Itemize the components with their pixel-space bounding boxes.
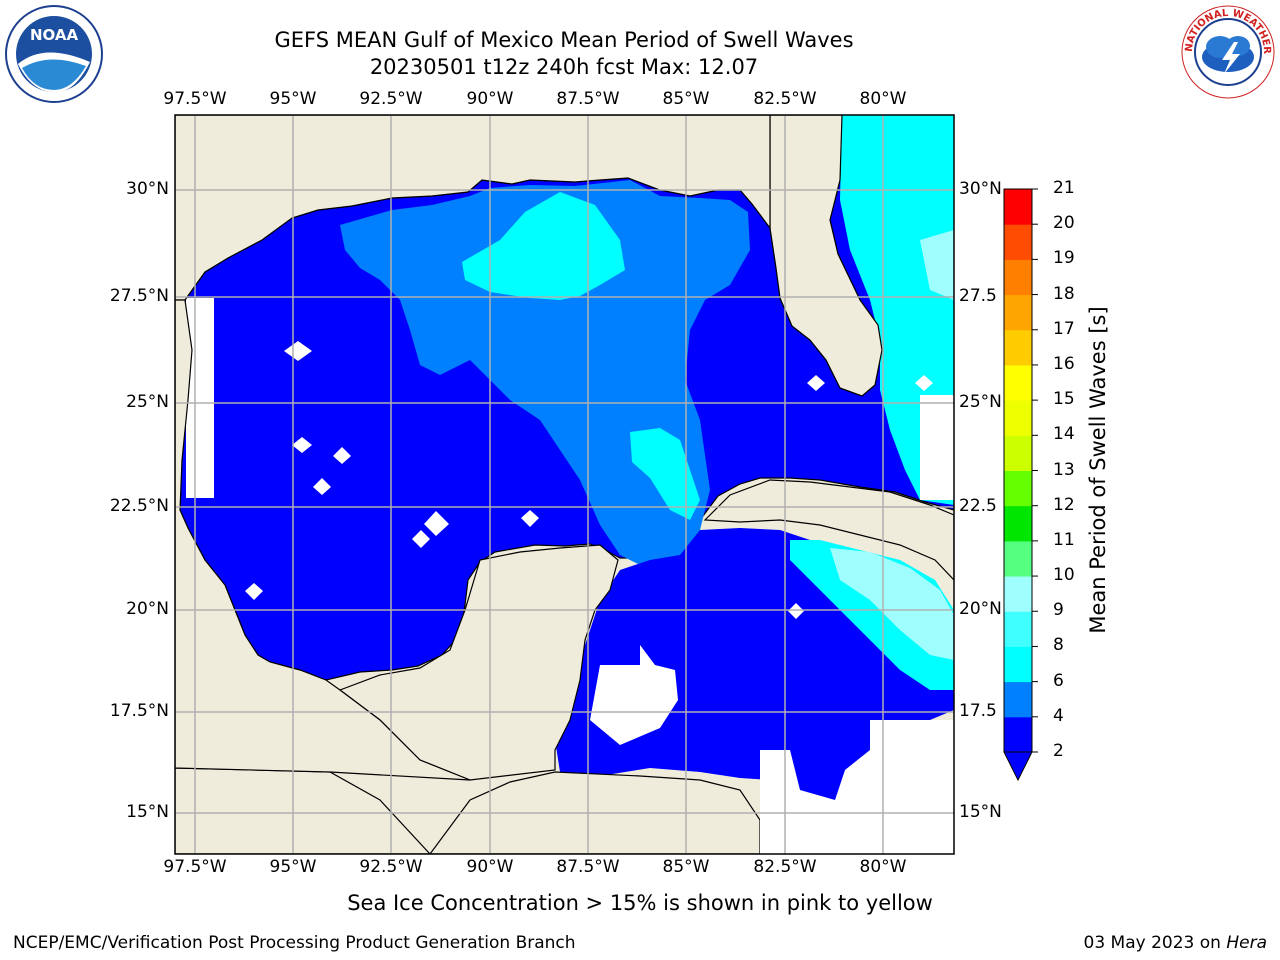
colorbar-tick-label: 14 <box>1053 424 1075 445</box>
lat-label-left: 27.5°N <box>109 286 169 306</box>
footer-branch: NCEP/EMC/Verification Post Processing Pr… <box>13 933 576 953</box>
colorbar-segment <box>1004 646 1032 683</box>
colorbar-tick-label: 11 <box>1053 529 1075 550</box>
lat-label-left: 25°N <box>126 392 169 412</box>
lat-label-right: 20°N <box>959 599 1002 619</box>
gridlines <box>175 115 954 854</box>
colorbar-tick-label: 18 <box>1053 283 1075 304</box>
colorbar-segment <box>1004 576 1032 612</box>
lon-label-top: 92.5°W <box>359 89 423 109</box>
colorbar-title: Mean Period of Swell Waves [s] <box>1086 306 1110 634</box>
colorbar-tick-label: 20 <box>1053 213 1075 234</box>
mexico-land <box>175 299 471 781</box>
colorbar-segment <box>1004 294 1032 331</box>
colorbar-segment <box>1004 435 1032 471</box>
caribbean-band-8-9 <box>830 548 954 660</box>
colorbar-segment <box>1004 364 1032 401</box>
lat-label-left: 20°N <box>126 599 169 619</box>
colorbar-segment <box>1004 505 1032 542</box>
colorbar-segment <box>1004 681 1032 718</box>
colorbar-tick-label: 2 <box>1053 741 1064 761</box>
lon-label-bottom: 92.5°W <box>359 857 423 877</box>
sea-ice-note: Sea Ice Concentration > 15% is shown in … <box>347 891 933 915</box>
cuba-land <box>703 479 954 581</box>
lon-label-bottom: 85°W <box>662 857 710 877</box>
lon-label-bottom: 87.5°W <box>556 857 620 877</box>
map-frame <box>174 114 955 855</box>
noaa-logo-text: NOAA <box>30 26 79 44</box>
colorbar-segment <box>1004 540 1032 577</box>
lon-label-top: 85°W <box>662 89 710 109</box>
colorbar-segment <box>1004 189 1032 225</box>
lon-label-top: 95°W <box>269 89 317 109</box>
lon-label-top: 82.5°W <box>753 89 817 109</box>
colorbar-tick-label: 15 <box>1053 389 1075 410</box>
colorbar-tick-label: 16 <box>1053 353 1075 374</box>
colorbar-tick-label: 13 <box>1053 459 1075 480</box>
colorbar-tick-label: 17 <box>1053 318 1075 339</box>
lat-label-left: 17.5°N <box>109 701 169 721</box>
nws-logo: NATIONAL WEATHER SERVICE <box>1178 2 1275 99</box>
footer-date: 03 May 2023 on Hera <box>1084 933 1268 953</box>
lon-label-bottom: 95°W <box>269 857 317 877</box>
colorbar-segment <box>1004 329 1032 366</box>
map-subtitle: 20230501 t12z 240h fcst Max: 12.07 <box>369 55 759 79</box>
lat-label-right: 25°N <box>959 392 1002 412</box>
colorbar-tick-label: 4 <box>1053 705 1064 726</box>
lon-label-top: 87.5°W <box>556 89 620 109</box>
footer-host: Hera <box>1226 933 1267 953</box>
lon-label-top: 97.5°W <box>163 89 227 109</box>
colorbar-segment <box>1004 400 1032 436</box>
lat-label-right: 30°N <box>959 179 1002 199</box>
florida-land <box>769 115 883 397</box>
lat-label-left: 22.5°N <box>109 496 169 516</box>
lat-label-left: 15°N <box>126 802 169 822</box>
gulf-band-6-8-south <box>630 428 700 520</box>
lon-label-bottom: 90°W <box>466 857 514 877</box>
colorbar <box>1003 188 1038 782</box>
colorbar-extend-arrow <box>1003 751 1033 782</box>
noaa-logo: NOAA <box>5 5 103 103</box>
gulf-band-6-8 <box>462 192 625 300</box>
atlantic-band-8-9 <box>920 230 954 300</box>
lat-label-left: 30°N <box>126 179 169 199</box>
lon-label-bottom: 82.5°W <box>753 857 817 877</box>
yucatan-land <box>338 544 619 781</box>
footer-date-text: 03 May 2023 on <box>1083 933 1227 953</box>
lon-label-top: 80°W <box>859 89 907 109</box>
lat-label-right: 15°N <box>959 802 1002 822</box>
colorbar-tick-label: 10 <box>1053 565 1075 586</box>
colorbar-tick-label: 12 <box>1053 494 1075 515</box>
colorbar-tick-label: 9 <box>1053 600 1064 621</box>
colorbar-tick-label: 19 <box>1053 248 1075 269</box>
colorbar-tick-label: 8 <box>1053 635 1064 656</box>
lat-label-right: 17.5 <box>959 701 997 721</box>
lon-label-bottom: 97.5°W <box>163 857 227 877</box>
lon-label-top: 90°W <box>466 89 514 109</box>
colorbar-tick-label: 21 <box>1053 178 1075 198</box>
map-title: GEFS MEAN Gulf of Mexico Mean Period of … <box>274 28 854 52</box>
lat-label-right: 22.5 <box>959 496 997 516</box>
colorbar-segment <box>1004 224 1032 260</box>
colorbar-segment <box>1004 716 1032 753</box>
colorbar-tick-label: 6 <box>1053 670 1064 691</box>
colorbar-segment <box>1004 259 1032 296</box>
colorbar-segment <box>1004 470 1032 507</box>
lon-label-bottom: 80°W <box>859 857 907 877</box>
no-data-masks <box>186 298 954 854</box>
colorbar-segment <box>1004 611 1032 647</box>
lat-label-right: 27.5 <box>959 286 997 306</box>
